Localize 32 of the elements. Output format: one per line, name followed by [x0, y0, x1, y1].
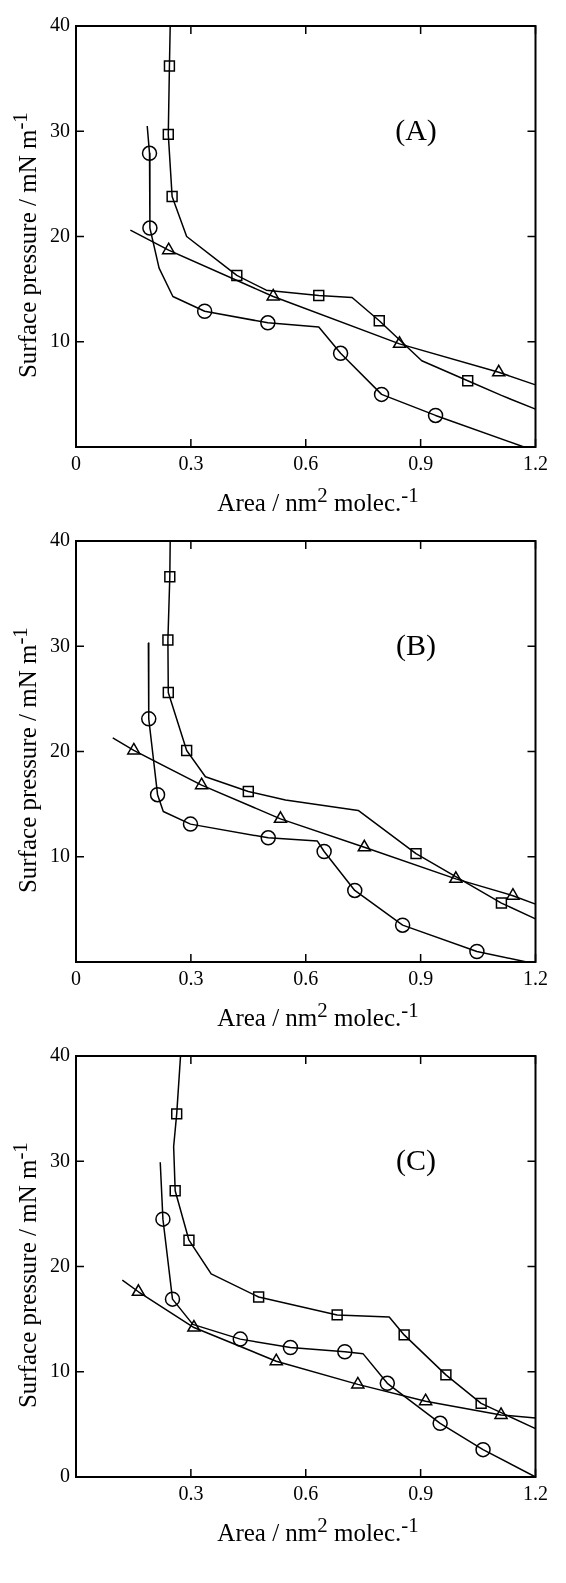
x-tick-label: 1.2	[523, 1482, 548, 1505]
y-tick-label: 10	[50, 1359, 70, 1381]
x-axis-title: Area / nm$^{2}$ molec.$^{-1}$	[216, 1513, 420, 1548]
x-tick-label: 0.6	[293, 1482, 319, 1505]
y-tick-label: 20	[50, 223, 70, 246]
annotation: (B)	[396, 627, 437, 662]
x-tick-label: 0.3	[178, 967, 204, 990]
x-tick-label: 0.9	[408, 1482, 434, 1505]
y-tick-label: 40	[50, 1043, 70, 1066]
annotation: (A)	[395, 112, 437, 147]
x-tick-label: 0.3	[178, 452, 204, 475]
x-tick-label: 0.6	[293, 452, 319, 475]
y-tick-label: 20	[50, 738, 70, 761]
y-tick-label: 10	[50, 844, 70, 866]
y-tick-label: 40	[50, 13, 70, 36]
y-tick-label: 30	[50, 118, 70, 141]
x-tick-label: 1.2	[523, 967, 548, 990]
x-tick-label: 1.2	[523, 452, 548, 475]
x-tick-label: 0.3	[178, 1482, 204, 1505]
y-tick-label: 0	[60, 1464, 70, 1487]
y-tick-label: 30	[50, 1148, 70, 1171]
annotation: (C)	[396, 1142, 437, 1177]
point	[163, 60, 176, 72]
y-tick-label: 40	[50, 528, 70, 551]
y-tick-label: 20	[50, 1253, 70, 1276]
x-tick-label: 0.6	[293, 967, 319, 990]
x-tick-label: 0.9	[408, 967, 434, 990]
y-tick-label: 30	[50, 633, 70, 656]
x-axis-title: Area / nm$^{2}$ molec.$^{-1}$	[216, 483, 420, 518]
y-tick-label: 10	[50, 329, 70, 351]
x-axis-title: Area / nm$^{2}$ molec.$^{-1}$	[216, 998, 420, 1033]
x-tick-label: 0.9	[408, 452, 434, 475]
